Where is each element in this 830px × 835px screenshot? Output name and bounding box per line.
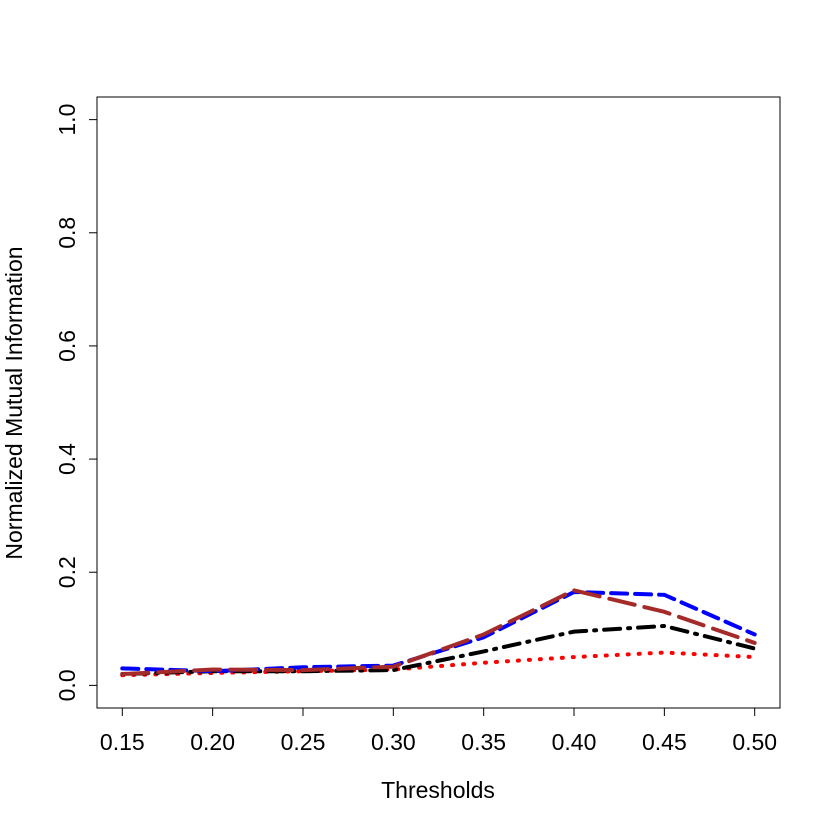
x-tick-label: 0.15 [100, 729, 145, 755]
x-tick-label: 0.30 [371, 729, 416, 755]
y-tick-label: 0.6 [54, 330, 80, 362]
x-tick-label: 0.50 [732, 729, 777, 755]
y-tick-label: 0.2 [54, 556, 80, 588]
x-tick-label: 0.45 [642, 729, 687, 755]
series-line [120, 588, 757, 677]
x-tick-label: 0.40 [552, 729, 597, 755]
y-tick-label: 0.4 [54, 443, 80, 475]
series-line [120, 650, 757, 678]
x-tick-label: 0.35 [461, 729, 506, 755]
y-tick-label: 0.8 [54, 217, 80, 249]
x-tick-label: 0.25 [281, 729, 326, 755]
y-axis-label: Normalized Mutual Information [1, 246, 27, 559]
y-tick-label: 1.0 [54, 104, 80, 136]
series-line [120, 590, 757, 674]
x-axis-label: Thresholds [381, 777, 495, 803]
x-tick-label: 0.20 [190, 729, 235, 755]
y-tick-label: 0.0 [54, 669, 80, 701]
